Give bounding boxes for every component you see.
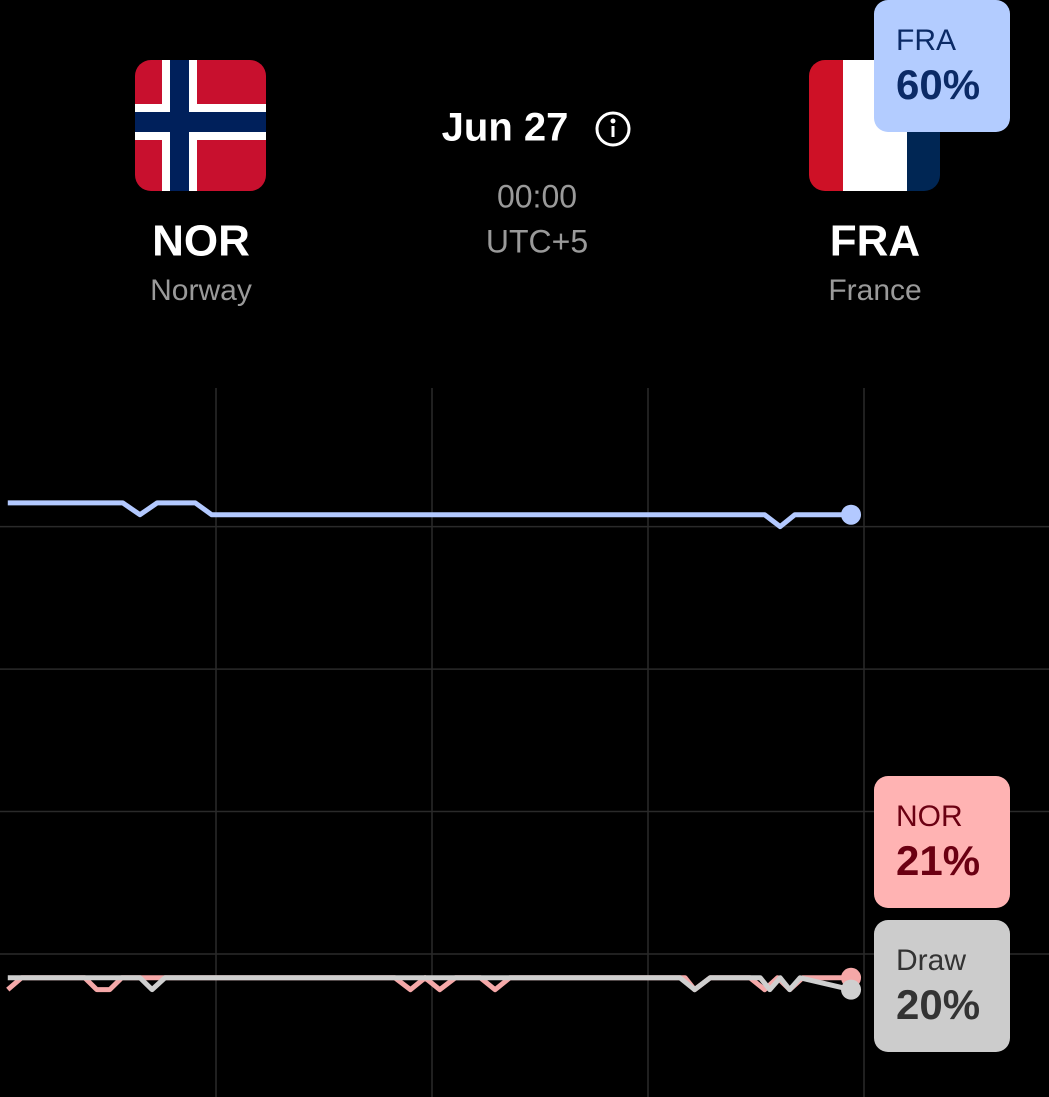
home-flag[interactable]	[135, 60, 266, 191]
label-box	[874, 920, 1010, 1052]
away-code: FRA	[830, 217, 920, 266]
away-name: France	[828, 274, 921, 307]
label-box	[874, 0, 1010, 132]
series-label: FRA 60%	[874, 0, 1010, 132]
series-line	[7, 500, 852, 530]
series-label: NOR 21%	[874, 776, 1010, 908]
label-value: 20%	[896, 981, 980, 1028]
flag-stripe	[809, 60, 843, 191]
label-value: 60%	[896, 61, 980, 108]
flag-cross	[135, 112, 266, 132]
label-name: Draw	[896, 944, 966, 977]
match-time: 00:00	[497, 178, 577, 214]
label-value: 21%	[896, 837, 980, 884]
home-name: Norway	[150, 274, 252, 307]
info-circle	[595, 111, 631, 147]
home-code: NOR	[152, 217, 250, 266]
info-icon[interactable]	[595, 111, 631, 147]
end-dot	[841, 979, 862, 1000]
label-box	[874, 776, 1010, 908]
match-date: Jun 27	[442, 106, 569, 150]
label-name: NOR	[896, 800, 963, 833]
label-name: FRA	[896, 24, 956, 57]
series-line	[7, 975, 852, 993]
end-dot	[841, 504, 862, 525]
info-dot	[610, 118, 616, 124]
match-timezone: UTC+5	[486, 223, 588, 259]
info-bar	[611, 126, 615, 137]
series-label: Draw 20%	[874, 920, 1010, 1052]
